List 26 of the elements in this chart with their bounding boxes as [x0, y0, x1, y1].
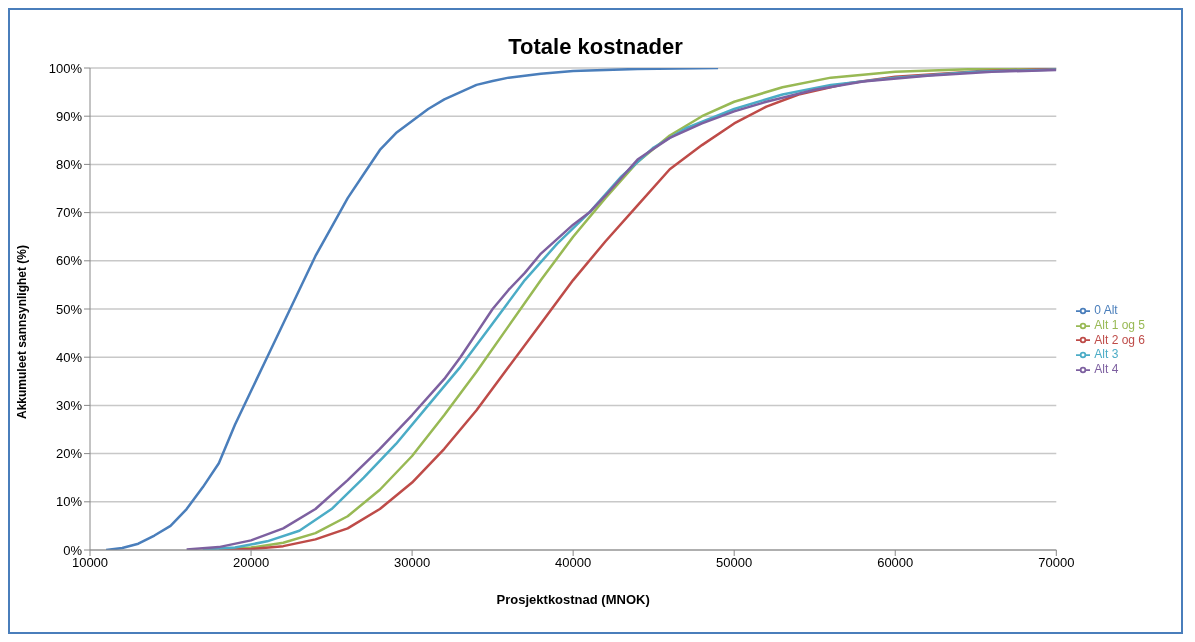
x-tick-label: 30000: [394, 555, 431, 571]
x-tick-label: 50000: [716, 555, 753, 571]
y-tick-label: 50%: [55, 301, 83, 317]
x-tick-label: 40000: [555, 555, 592, 571]
x-tick-label: 20000: [232, 555, 270, 571]
x-tick-label: 70000: [1038, 555, 1075, 571]
y-tick-label: 10%: [55, 494, 83, 510]
y-tick-label: 90%: [55, 108, 83, 124]
y-tick-label: 60%: [55, 253, 83, 269]
chart-title: Totale kostnader: [507, 34, 684, 60]
x-axis-title: Prosjektkostnad (MNOK): [496, 592, 650, 607]
legend-label: Alt 3: [1094, 347, 1119, 362]
x-tick-label: 10000: [71, 555, 109, 571]
y-axis-title: Akkumuleet sannsynlighet (%): [15, 244, 30, 419]
legend-label: Alt 4: [1094, 362, 1119, 377]
y-tick-label: 70%: [55, 205, 83, 221]
y-tick-label: 100%: [48, 60, 83, 76]
legend-label: Alt 2 og 6: [1094, 332, 1145, 347]
legend-label: Alt 1 og 5: [1094, 317, 1145, 332]
y-tick-label: 20%: [55, 446, 83, 462]
y-tick-label: 30%: [55, 398, 83, 414]
y-tick-label: 80%: [55, 157, 83, 173]
y-tick-label: 0%: [63, 542, 83, 558]
y-tick-label: 40%: [55, 349, 83, 365]
x-tick-label: 60000: [877, 555, 914, 571]
legend-label: 0 Alt: [1094, 302, 1118, 317]
